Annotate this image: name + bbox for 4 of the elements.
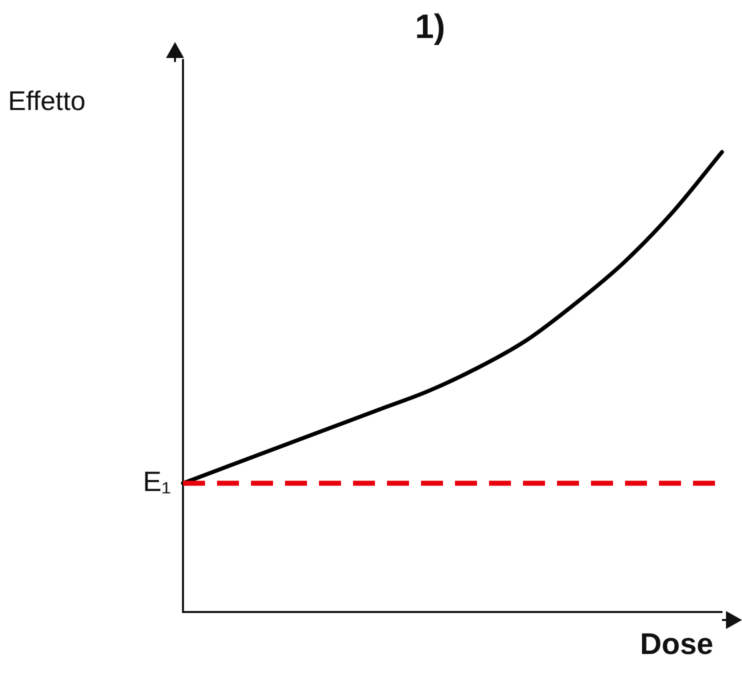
x-axis-title: Dose xyxy=(640,628,714,662)
chart-title: 1) xyxy=(415,8,446,47)
ref-line-label: E₁ xyxy=(142,466,171,497)
y-axis-title: Effetto xyxy=(8,86,86,117)
